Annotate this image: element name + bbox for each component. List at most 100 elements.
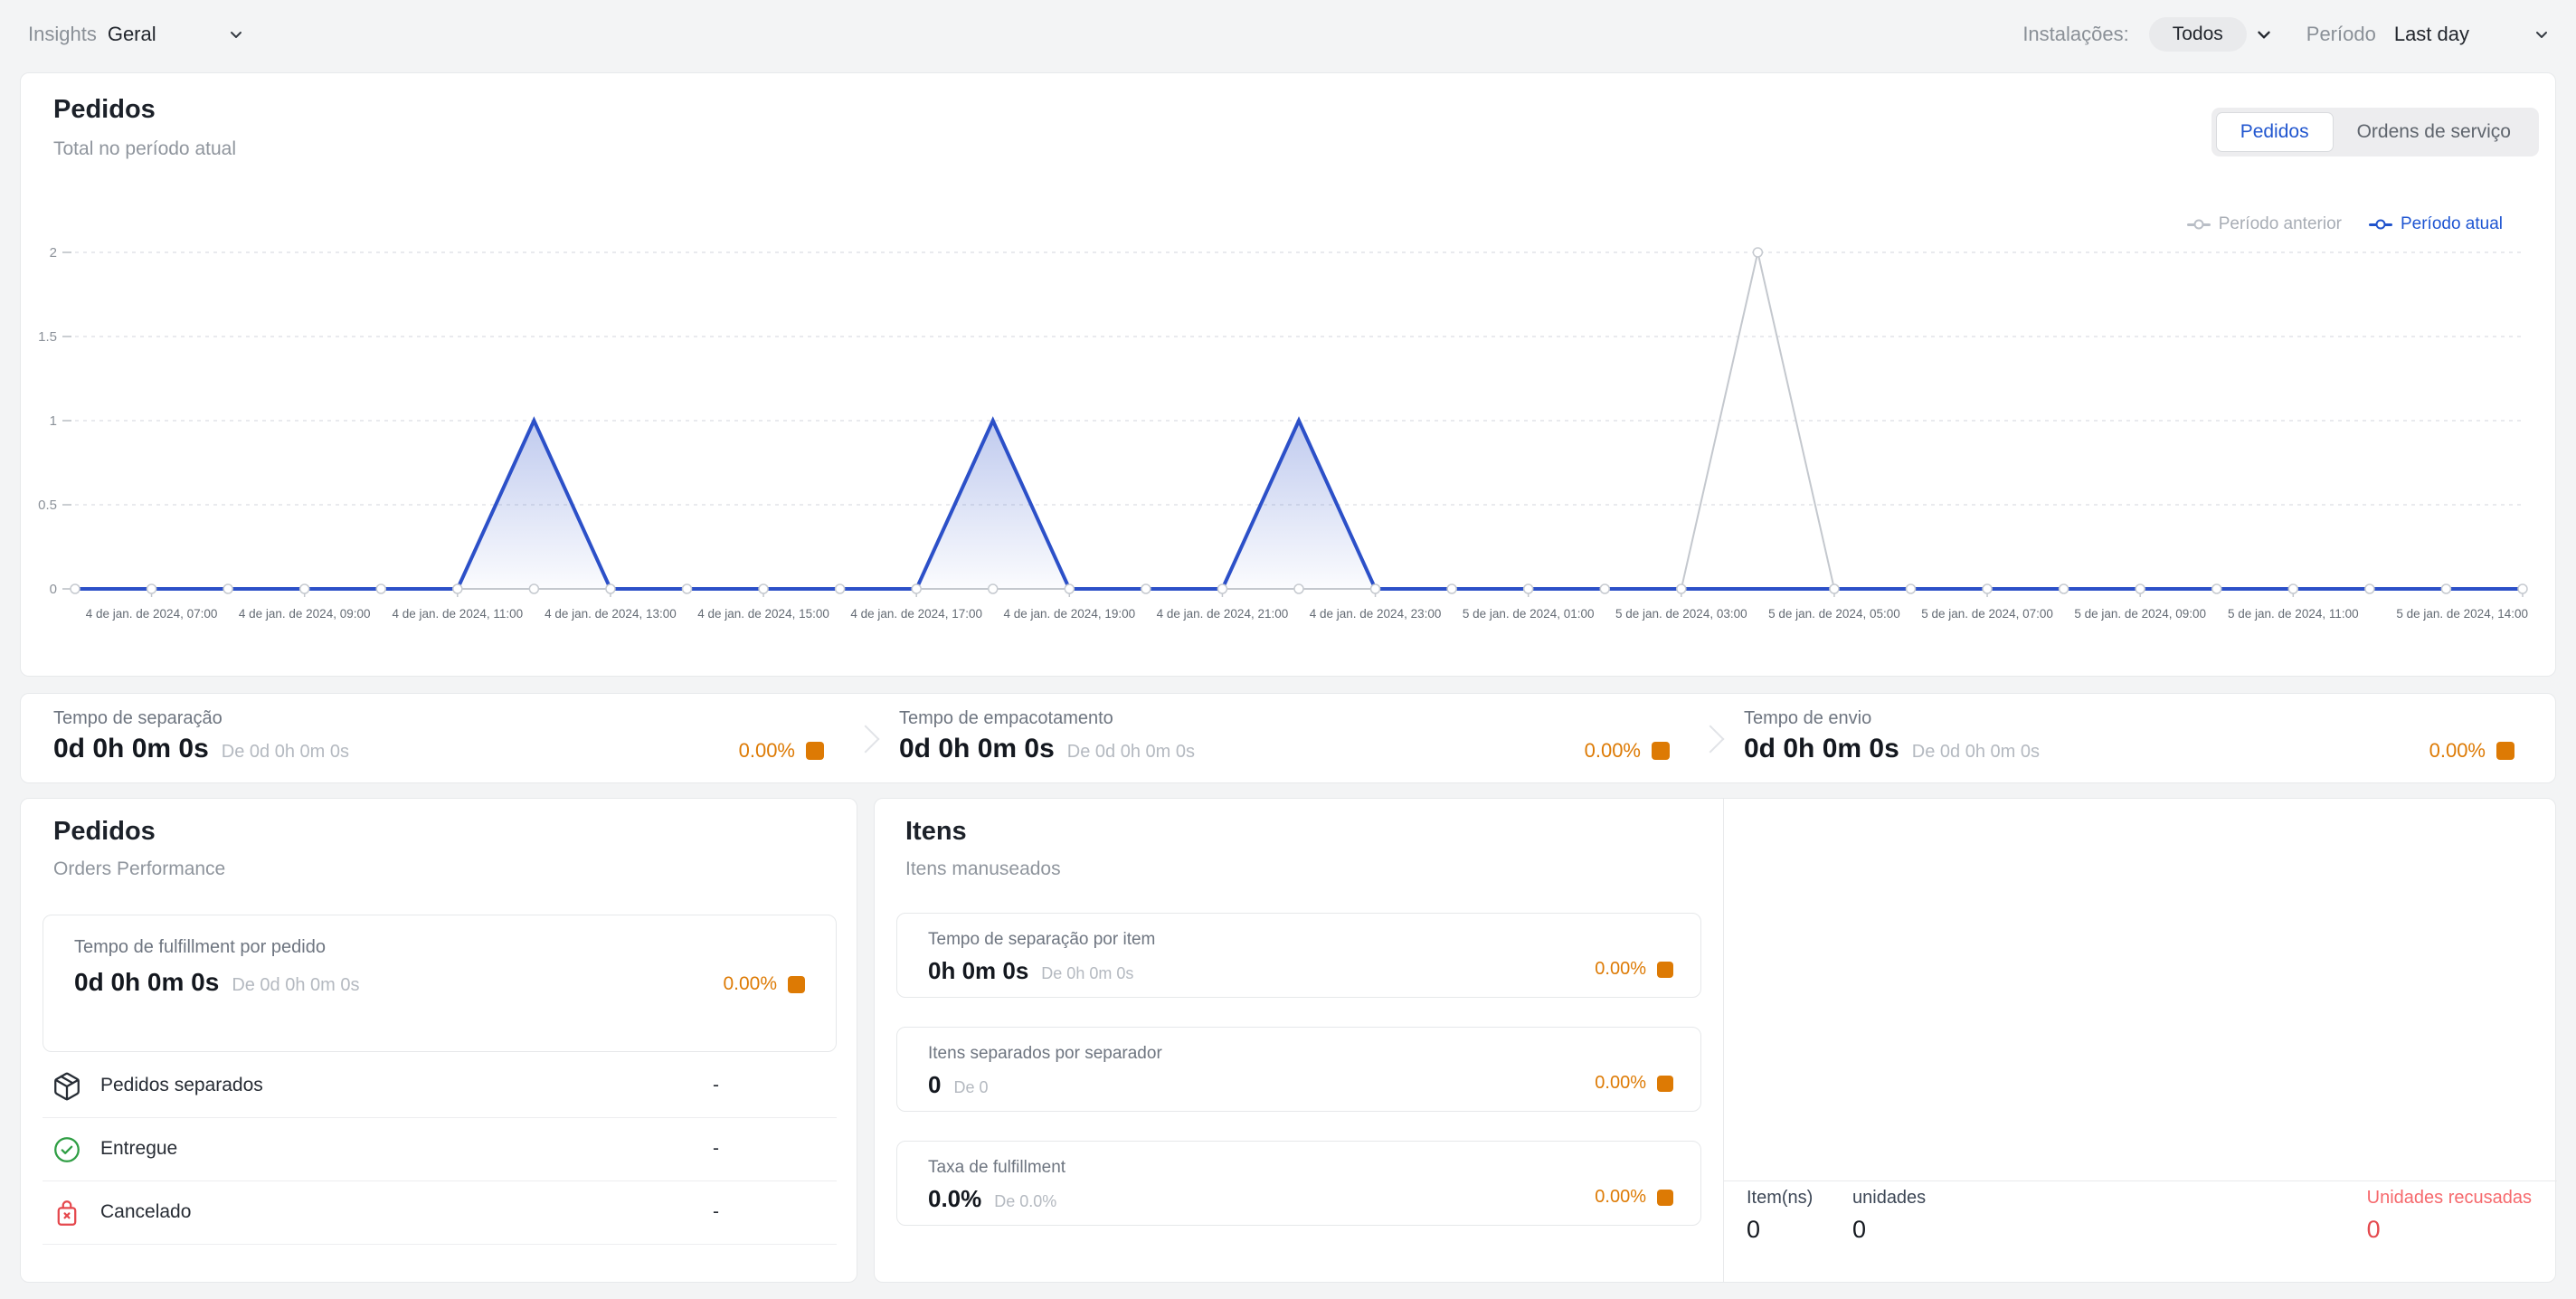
kpi-tempo-de-separacao: Tempo de separação 0d 0h 0m 0s De 0d 0h …: [21, 694, 866, 782]
metric-value: 0: [928, 1071, 942, 1098]
row-value: -: [713, 1138, 719, 1159]
kpi-value: 0d 0h 0m 0s: [1744, 734, 1899, 763]
legend-periodo-anterior[interactable]: Período anterior: [2186, 214, 2342, 234]
tab-ordens-de-servico[interactable]: Ordens de serviço: [2356, 121, 2511, 142]
card-subtitle: Orders Performance: [53, 858, 226, 879]
kpi-compare: De 0d 0h 0m 0s: [1911, 742, 2040, 762]
metric-percent-badge: 0.00%: [1595, 959, 1673, 980]
period-select[interactable]: Last day: [2393, 23, 2469, 45]
orange-square-icon: [806, 742, 824, 760]
card-subtitle: Itens manuseados: [905, 858, 1061, 879]
metric-value: 0d 0h 0m 0s: [74, 968, 220, 996]
metric-compare: De 0h 0m 0s: [1041, 964, 1134, 982]
kpi-strip: Tempo de separação 0d 0h 0m 0s De 0d 0h …: [20, 693, 2556, 783]
metric-value: 0h 0m 0s: [928, 957, 1029, 984]
fulfillment-rate-metric: Taxa de fulfillment 0.0% De 0.0% 0.00%: [896, 1141, 1701, 1226]
svg-text:4 de jan. de 2024, 21:00: 4 de jan. de 2024, 21:00: [1157, 607, 1289, 621]
svg-text:4 de jan. de 2024, 13:00: 4 de jan. de 2024, 13:00: [545, 607, 677, 621]
list-item-pedidos-separados: Pedidos separados -: [43, 1055, 837, 1118]
installations-select[interactable]: Todos: [2148, 17, 2247, 52]
kpi-value: 0d 0h 0m 0s: [899, 734, 1055, 763]
stat-units: unidades 0: [1852, 1188, 1927, 1243]
kpi-percent-badge: 0.00%: [1585, 739, 1670, 763]
stat-items: Item(ns) 0: [1747, 1188, 1814, 1243]
stat-refused-units: Unidades recusadas 0: [2366, 1188, 2532, 1243]
orange-square-icon: [1657, 1075, 1673, 1092]
svg-text:4 de jan. de 2024, 09:00: 4 de jan. de 2024, 09:00: [239, 607, 371, 621]
orange-square-icon: [1652, 742, 1670, 760]
svg-text:0.5: 0.5: [38, 498, 57, 513]
kpi-tempo-de-empacotamento: Tempo de empacotamento 0d 0h 0m 0s De 0d…: [867, 694, 1711, 782]
topbar: Insights Geral Instalações: Todos Períod…: [0, 0, 2576, 71]
row-value: -: [713, 1075, 719, 1095]
kpi-compare: De 0d 0h 0m 0s: [221, 742, 349, 762]
svg-text:5 de jan. de 2024, 09:00: 5 de jan. de 2024, 09:00: [2074, 607, 2206, 621]
svg-text:4 de jan. de 2024, 07:00: 4 de jan. de 2024, 07:00: [86, 607, 218, 621]
orders-status-list: Pedidos separados - Entregue - Cancelado…: [43, 1055, 837, 1245]
chevron-down-icon[interactable]: [2533, 25, 2551, 43]
legend-periodo-atual[interactable]: Período atual: [2368, 214, 2503, 234]
insights-value[interactable]: Geral: [107, 23, 156, 45]
legend-marker-gray-icon: [2186, 223, 2211, 226]
topbar-right: Instalações: Todos Período Last day: [2022, 0, 2551, 69]
svg-text:5 de jan. de 2024, 05:00: 5 de jan. de 2024, 05:00: [1768, 607, 1900, 621]
orange-square-icon: [788, 975, 805, 993]
bag-x-icon: [57, 1200, 77, 1226]
svg-text:5 de jan. de 2024, 01:00: 5 de jan. de 2024, 01:00: [1463, 607, 1595, 621]
svg-text:5 de jan. de 2024, 03:00: 5 de jan. de 2024, 03:00: [1615, 607, 1747, 621]
metric-compare: De 0d 0h 0m 0s: [232, 975, 360, 995]
svg-text:4 de jan. de 2024, 17:00: 4 de jan. de 2024, 17:00: [850, 607, 982, 621]
kpi-value: 0d 0h 0m 0s: [53, 734, 209, 763]
svg-text:5 de jan. de 2024, 14:00: 5 de jan. de 2024, 14:00: [2396, 607, 2528, 621]
insights-select[interactable]: Insights Geral: [28, 0, 245, 69]
fulfillment-time-metric: Tempo de fulfillment por pedido 0d 0h 0m…: [43, 915, 837, 1052]
vertical-divider: [1723, 799, 1724, 1282]
chevron-down-icon[interactable]: [227, 25, 245, 43]
svg-text:0: 0: [50, 582, 57, 597]
orders-performance-card: Pedidos Orders Performance Tempo de fulf…: [20, 798, 857, 1283]
svg-text:4 de jan. de 2024, 15:00: 4 de jan. de 2024, 15:00: [697, 607, 829, 621]
installations-label: Instalações:: [2022, 23, 2129, 45]
check-circle-icon: [54, 1137, 80, 1162]
svg-text:5 de jan. de 2024, 07:00: 5 de jan. de 2024, 07:00: [1921, 607, 2053, 621]
items-card: Itens Itens manuseados Tempo de separaçã…: [874, 798, 2557, 1283]
page-title: Pedidos: [53, 95, 156, 124]
stat-value: 0: [1852, 1216, 1867, 1243]
items-per-picker-metric: Itens separados por separador 0 De 0 0.0…: [896, 1027, 1701, 1112]
card-title: Itens: [905, 817, 967, 846]
horizontal-divider: [1723, 1180, 2557, 1181]
kpi-tempo-de-envio: Tempo de envio 0d 0h 0m 0s De 0d 0h 0m 0…: [1711, 694, 2556, 782]
insights-label: Insights: [28, 23, 97, 45]
kpi-compare: De 0d 0h 0m 0s: [1066, 742, 1195, 762]
orange-square-icon: [1657, 1189, 1673, 1206]
svg-text:1: 1: [50, 413, 57, 429]
tab-pedidos[interactable]: Pedidos: [2215, 112, 2334, 152]
stat-value: 0: [2366, 1216, 2381, 1243]
orange-square-icon: [1657, 961, 1673, 978]
stat-value: 0: [1747, 1216, 1761, 1243]
package-icon: [54, 1072, 80, 1101]
metric-percent-badge: 0.00%: [1595, 1073, 1673, 1094]
kpi-percent-badge: 0.00%: [739, 739, 824, 763]
svg-text:4 de jan. de 2024, 11:00: 4 de jan. de 2024, 11:00: [393, 607, 524, 621]
list-item-entregue: Entregue -: [43, 1118, 837, 1181]
svg-text:2: 2: [50, 245, 57, 261]
chart-subtitle: Total no período atual: [53, 138, 236, 159]
orange-square-icon: [2496, 742, 2514, 760]
list-item-cancelado: Cancelado -: [43, 1181, 837, 1245]
metric-compare: De 0: [953, 1078, 989, 1096]
period-label: Período: [2306, 23, 2376, 45]
kpi-percent-badge: 0.00%: [2429, 739, 2514, 763]
chevron-down-icon[interactable]: [2254, 24, 2274, 44]
chart-tabgroup: Pedidos Ordens de serviço: [2211, 108, 2539, 156]
chart-legend: Período anterior Período atual: [2186, 214, 2503, 234]
legend-marker-blue-icon: [2368, 223, 2392, 226]
metric-value: 0.0%: [928, 1185, 982, 1212]
separation-time-per-item-metric: Tempo de separação por item 0h 0m 0s De …: [896, 913, 1701, 998]
metric-percent-badge: 0.00%: [1595, 1187, 1673, 1208]
svg-text:1.5: 1.5: [38, 329, 57, 345]
svg-text:4 de jan. de 2024, 19:00: 4 de jan. de 2024, 19:00: [1003, 607, 1135, 621]
metric-percent-badge: 0.00%: [723, 973, 805, 995]
orders-chart-card: 0 0.5 1 1.5 2 4 de jan. de 2024, 07:00 4 de ja…: [20, 72, 2556, 677]
card-title: Pedidos: [53, 817, 156, 846]
